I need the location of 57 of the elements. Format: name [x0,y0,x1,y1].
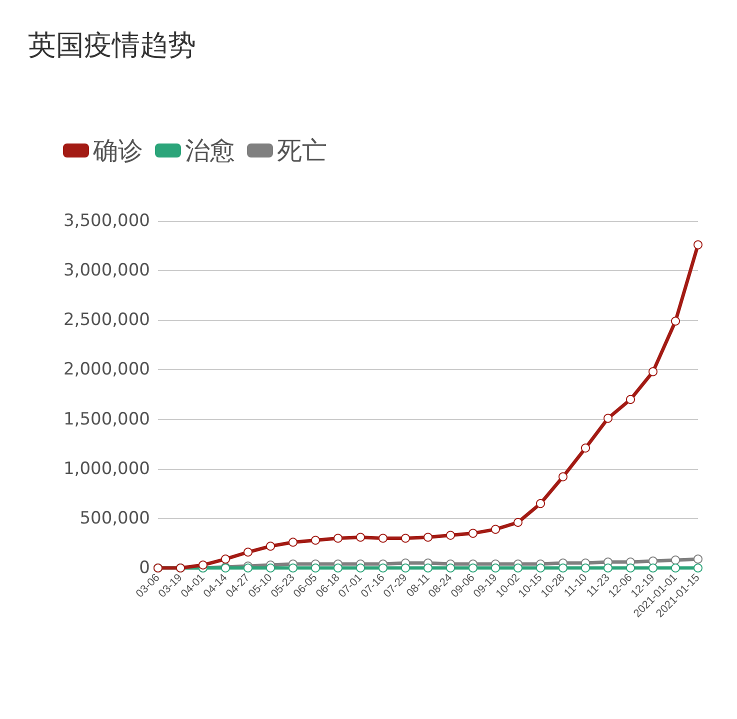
point [648,564,658,572]
point [648,367,658,376]
point [288,564,298,572]
point [581,444,590,453]
y-tick-label: 2,500,000 [63,310,150,330]
point [401,534,410,543]
point [671,316,680,326]
point [334,564,342,572]
point [491,524,500,534]
y-tick-label: 0 [139,558,150,578]
point [581,564,590,572]
point [626,394,635,404]
point [198,560,208,570]
y-tick-label: 1,500,000 [63,409,150,430]
y-tick-label: 3,000,000 [63,260,150,281]
chart-title: 英国疫情趋势 [28,28,196,62]
point [514,564,522,572]
point [694,240,702,250]
point [446,564,455,572]
point [604,564,612,572]
y-tick-label: 500,000 [80,508,150,528]
point [401,564,410,572]
point [446,530,455,540]
point [514,518,522,527]
point [221,554,230,564]
y-tick-label: 2,000,000 [63,360,150,380]
point [468,564,478,572]
point [244,548,252,557]
point [311,536,320,545]
point [288,538,298,547]
y-tick-label: 1,000,000 [63,458,150,479]
point [558,564,568,572]
point [468,528,478,538]
point [671,564,680,572]
point [694,554,702,564]
point [536,564,545,572]
point [558,472,568,482]
point [334,534,342,543]
point [604,414,612,423]
y-tick-label: 3,500,000 [63,211,150,231]
point [626,564,635,572]
legend-label: 死亡 [277,136,327,165]
point [694,564,702,572]
point [671,556,680,565]
point [424,564,432,572]
point [311,564,320,572]
legend-label: 确诊 [92,136,143,165]
point [378,564,388,572]
point [378,534,388,543]
point [536,499,545,508]
point [356,532,365,542]
point [266,564,275,572]
point [266,542,275,551]
point [491,564,500,572]
point [424,532,432,542]
point [356,564,365,572]
legend-label: 治愈 [185,136,235,165]
